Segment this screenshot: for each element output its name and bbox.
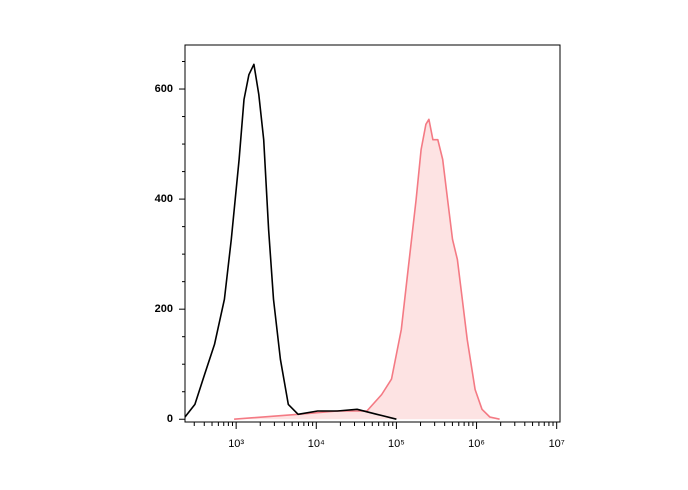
plot-area	[184, 63, 500, 420]
x-tick-label: 10⁶	[468, 438, 485, 450]
area-fill	[234, 119, 500, 420]
x-tick-label: 10⁵	[388, 438, 405, 450]
y-tick-label: 0	[167, 413, 173, 425]
y-tick-label: 600	[155, 83, 173, 95]
y-tick-label: 200	[155, 303, 173, 315]
histogram-line	[234, 118, 500, 420]
x-tick-label: 10⁷	[549, 438, 565, 450]
x-tick-label: 10⁴	[308, 438, 325, 450]
x-tick-label: 10³	[228, 438, 244, 450]
histogram-line	[184, 63, 397, 420]
y-tick-label: 400	[155, 193, 173, 205]
